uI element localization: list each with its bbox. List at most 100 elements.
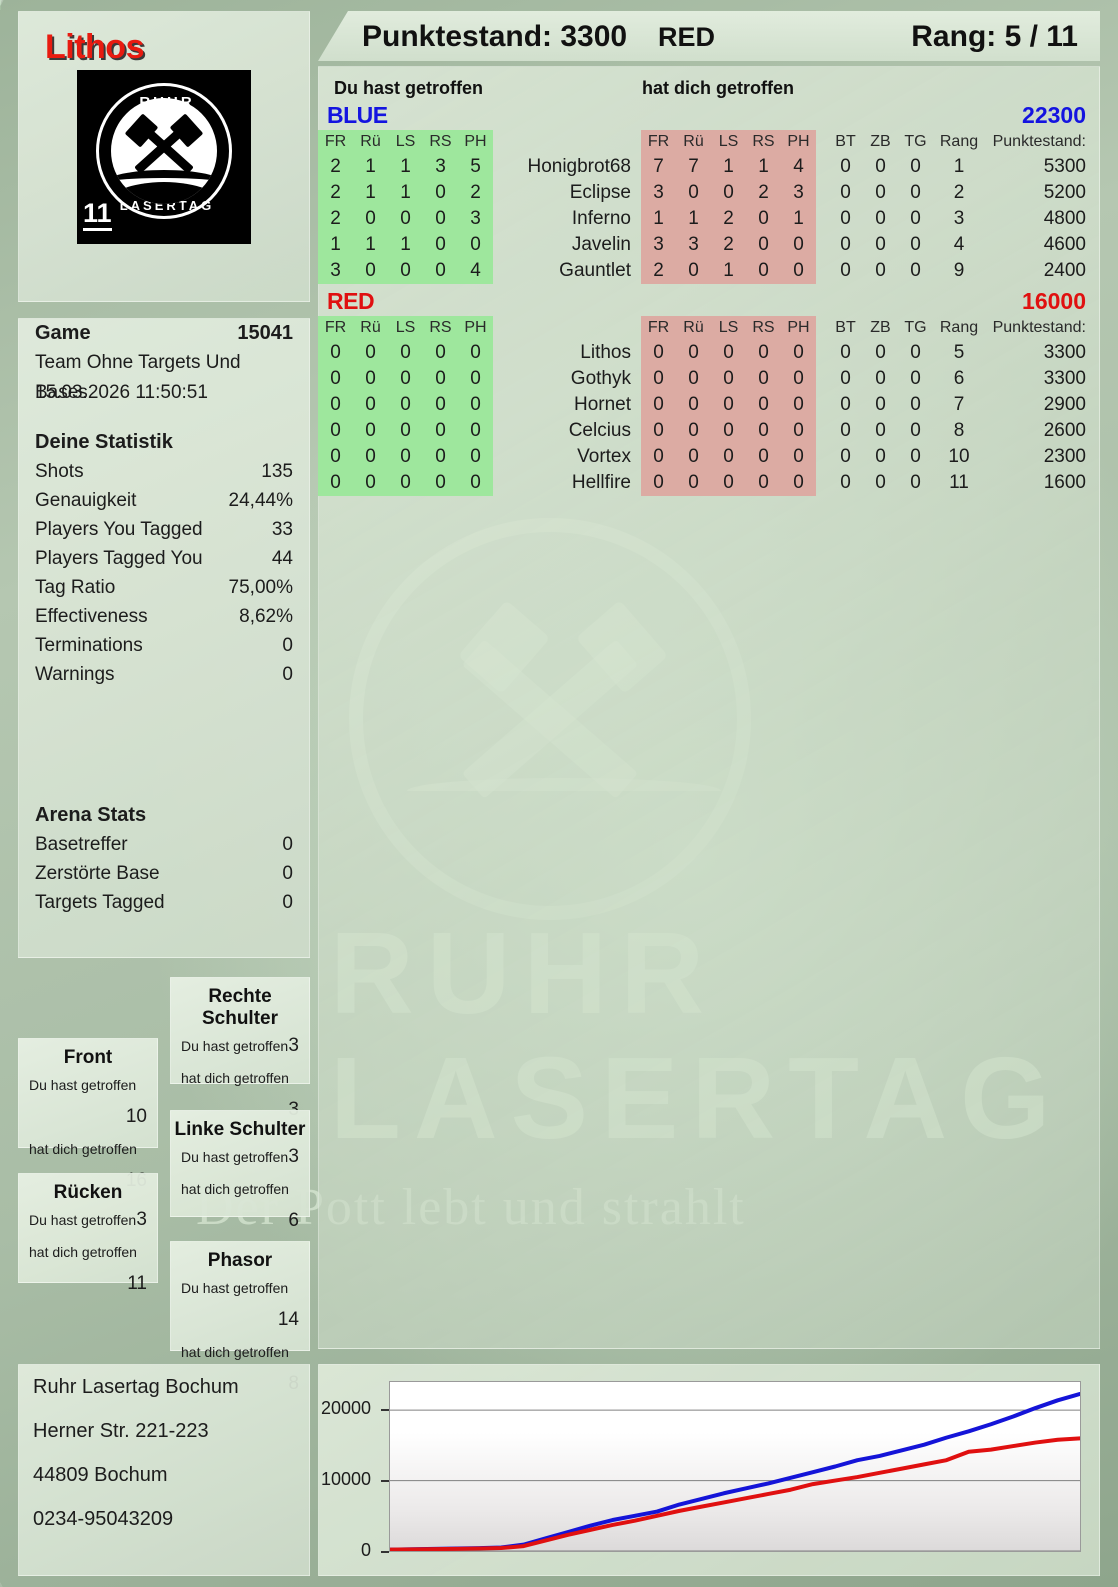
bodypart-row-label: hat dich getroffen xyxy=(181,1070,289,1086)
stat-row: Players You Tagged 33 xyxy=(19,515,309,544)
stat-label: Genauigkeit xyxy=(35,490,137,511)
chart-ytick-label: 0 xyxy=(360,1540,371,1560)
team-name-red: RED xyxy=(327,288,375,314)
cell-gap xyxy=(816,154,828,180)
bodypart-row-value: 3 xyxy=(288,1146,299,1167)
stats-title-label: Deine Statistik xyxy=(35,431,173,453)
bodypart-box-linke-schulter: Linke Schulter Du hast getroffen 3 hat dich… xyxy=(170,1110,310,1231)
cell-them: 2 xyxy=(641,258,676,284)
cell-aux: 0 xyxy=(840,394,851,415)
cell-them: 0 xyxy=(746,444,781,470)
cell-them: 1 xyxy=(781,206,816,232)
cell-player-name: Gauntlet xyxy=(559,260,631,281)
cell-player-name: Vortex xyxy=(577,446,631,467)
cell-them: 0 xyxy=(641,444,676,470)
table-header-row: FR Rü LS RS PH FR Rü LS RS PH BT ZB TG Rang Punktestan… xyxy=(318,130,1100,154)
cell-them: 0 xyxy=(676,392,711,418)
col-head-you-rs: RS xyxy=(423,130,458,154)
cell-them: 4 xyxy=(781,154,816,180)
game-mode: Team Ohne Targets Und Bases xyxy=(35,352,241,403)
table-row[interactable]: 0 0 0 0 0 Celcius 0 0 0 0 0 0 0 0 8 2600 xyxy=(318,418,1100,444)
table-row[interactable]: 2 1 1 3 5 Honigbrot68 7 7 1 1 4 0 0 0 1 5300 xyxy=(318,154,1100,180)
chart-line-blue xyxy=(390,1394,1080,1550)
bodypart-them-row: hat dich getroffen 6 xyxy=(171,1173,309,1231)
chart-plot-area xyxy=(389,1381,1081,1552)
col-head-them-fr: FR xyxy=(641,316,676,340)
bodypart-you-row: Du hast getroffen 10 xyxy=(19,1069,157,1127)
cell-you: 2 xyxy=(318,180,353,206)
cell-you: 0 xyxy=(388,444,423,470)
cell-aux: 0 xyxy=(840,208,851,229)
cell-you: 5 xyxy=(458,154,493,180)
stat-value: 33 xyxy=(271,519,293,540)
cell-them: 3 xyxy=(781,180,816,206)
cell-them: 1 xyxy=(641,206,676,232)
cell-aux: 0 xyxy=(910,394,921,415)
cell-aux: 0 xyxy=(840,156,851,177)
stat-row: Effectiveness 8,62% xyxy=(19,602,309,631)
cell-you: 0 xyxy=(388,258,423,284)
table-row[interactable]: 0 0 0 0 0 Hellfire 0 0 0 0 0 0 0 0 11 1600 xyxy=(318,470,1100,496)
cell-punktestand: 4800 xyxy=(1043,208,1086,229)
chart-lines xyxy=(390,1382,1080,1551)
table-row[interactable]: 0 0 0 0 0 Gothyk 0 0 0 0 0 0 0 0 6 3300 xyxy=(318,366,1100,392)
stat-value: 24,44% xyxy=(228,490,293,511)
stat-value: 0 xyxy=(282,635,293,656)
cell-you: 0 xyxy=(318,340,353,366)
table-row[interactable]: 1 1 1 0 0 Javelin 3 3 2 0 0 0 0 0 4 4600 xyxy=(318,232,1100,258)
cell-them: 0 xyxy=(781,444,816,470)
cell-them: 0 xyxy=(781,392,816,418)
col-head-tg: TG xyxy=(904,133,927,150)
cell-you: 0 xyxy=(318,444,353,470)
table-row[interactable]: 2 0 0 0 3 Inferno 1 1 2 0 1 0 0 0 3 4800 xyxy=(318,206,1100,232)
cell-them: 0 xyxy=(676,470,711,496)
cell-them: 1 xyxy=(711,258,746,284)
cell-you: 0 xyxy=(458,392,493,418)
bodypart-row-value: 10 xyxy=(125,1106,147,1127)
arena-stat-value: 0 xyxy=(282,863,293,884)
cell-aux: 0 xyxy=(910,234,921,255)
bodypart-row-value: 11 xyxy=(127,1273,147,1294)
col-head-tg: TG xyxy=(904,319,927,336)
bodypart-you-row: Du hast getroffen 3 xyxy=(171,1141,309,1173)
col-head-them-ph: PH xyxy=(781,316,816,340)
stat-value: 0 xyxy=(282,664,293,685)
col-head-you-rü: Rü xyxy=(353,316,388,340)
col-head-zb: ZB xyxy=(870,133,891,150)
cell-aux: 0 xyxy=(910,156,921,177)
cell-you: 1 xyxy=(353,154,388,180)
cell-them: 2 xyxy=(746,180,781,206)
stat-row: Shots 135 xyxy=(19,457,309,486)
bodypart-row-label: hat dich getroffen xyxy=(29,1244,137,1260)
table-row[interactable]: 2 1 1 0 2 Eclipse 3 0 0 2 3 0 0 0 2 5200 xyxy=(318,180,1100,206)
cell-you: 0 xyxy=(423,206,458,232)
table-row[interactable]: 3 0 0 0 4 Gauntlet 2 0 1 0 0 0 0 0 9 2400 xyxy=(318,258,1100,284)
col-head-you-rs: RS xyxy=(423,316,458,340)
cell-player-name: Honigbrot68 xyxy=(527,156,631,177)
cell-you: 0 xyxy=(388,206,423,232)
col-head-you-ls: LS xyxy=(388,130,423,154)
table-row[interactable]: 0 0 0 0 0 Vortex 0 0 0 0 0 0 0 0 10 2300 xyxy=(318,444,1100,470)
address-line: 0234-95043209 xyxy=(33,1508,174,1530)
bodypart-them-row: hat dich getroffen16 xyxy=(19,1101,157,1191)
cell-aux: 0 xyxy=(875,472,886,493)
cell-punktestand: 2300 xyxy=(1043,446,1086,467)
cell-you: 0 xyxy=(353,444,388,470)
cell-aux: 0 xyxy=(910,368,921,389)
cell-punktestand: 5200 xyxy=(1043,182,1086,203)
game-label: Game xyxy=(35,322,91,344)
bodypart-row-label: Du hast getroffen xyxy=(181,1038,289,1054)
cell-aux: 0 xyxy=(840,368,851,389)
table-row[interactable]: 0 0 0 0 0 Hornet 0 0 0 0 0 0 0 0 7 2900 xyxy=(318,392,1100,418)
stat-label: Shots xyxy=(35,461,84,482)
cell-them: 0 xyxy=(746,418,781,444)
chart-ytick-dash xyxy=(381,1551,389,1553)
cell-player-name: Inferno xyxy=(571,208,631,229)
table-row[interactable]: 0 0 0 0 0 Lithos 0 0 0 0 0 0 0 0 5 3300 xyxy=(318,340,1100,366)
stat-row: Terminations 0 xyxy=(19,631,309,660)
stat-label: Players Tagged You xyxy=(35,548,203,569)
cell-aux: 0 xyxy=(910,472,921,493)
bodypart-row-value: 3 xyxy=(136,1209,147,1230)
cell-them: 0 xyxy=(711,418,746,444)
cell-you: 0 xyxy=(388,340,423,366)
